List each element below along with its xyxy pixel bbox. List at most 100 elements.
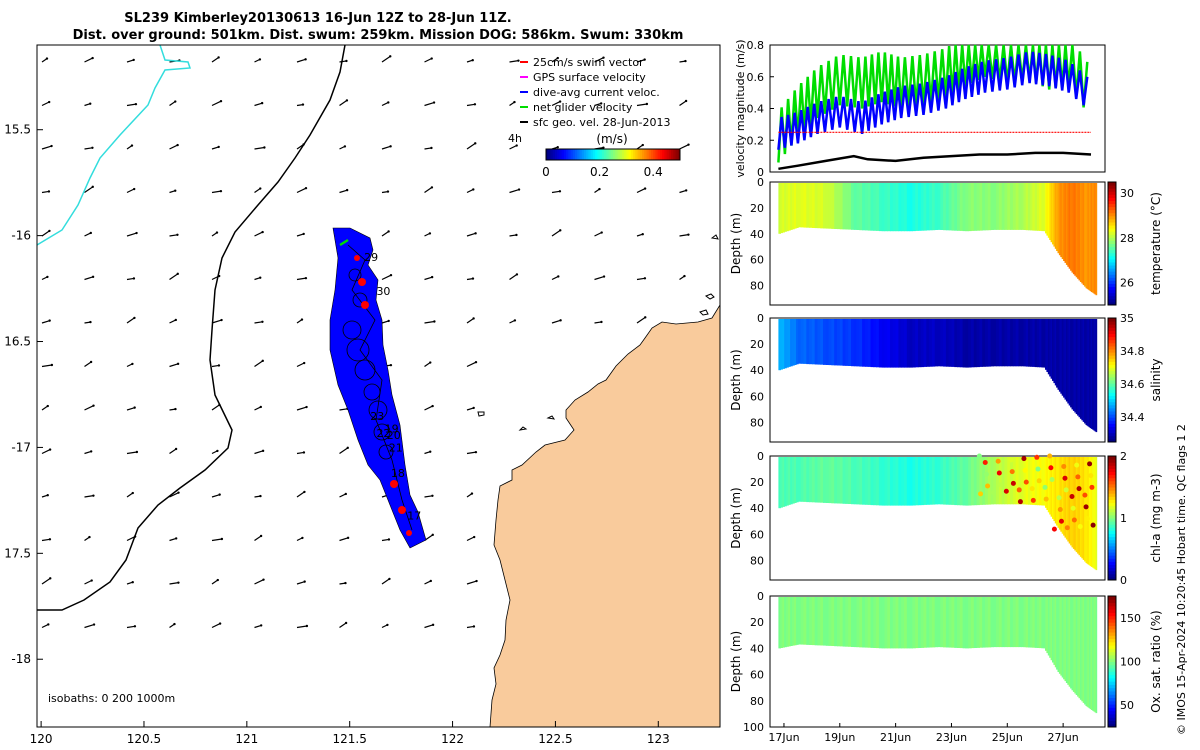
heatmap-cell bbox=[940, 597, 944, 648]
colorbar-cell bbox=[557, 149, 560, 160]
velocity-arrow-head bbox=[216, 449, 219, 453]
heatmap-cell bbox=[1036, 319, 1040, 368]
heatmap-colorbar-cell bbox=[1108, 249, 1116, 254]
velocity-arrow-head bbox=[556, 146, 559, 149]
velocity-arrow bbox=[84, 495, 94, 498]
heatmap-colorbar-cell bbox=[1108, 632, 1116, 636]
velocity-arrow-head bbox=[217, 145, 220, 149]
heatmap-cell bbox=[831, 457, 835, 504]
heatmap-cell bbox=[937, 597, 941, 648]
temperature-panel: 0 20 40 60 80 Depth (m) 26 28 30 temperature (°C) bbox=[729, 176, 1163, 306]
velocity-arrow-head bbox=[261, 449, 265, 453]
heatmap-cell bbox=[1012, 319, 1017, 367]
heatmap-cell bbox=[1060, 457, 1063, 532]
velocity-arrow bbox=[296, 491, 305, 498]
heatmap-cell bbox=[1054, 183, 1057, 249]
heatmap-cell bbox=[817, 457, 821, 503]
heatmap-cell bbox=[1015, 183, 1020, 230]
colorbar-cell bbox=[639, 149, 643, 160]
velocity-arrow-head bbox=[48, 448, 52, 451]
heatmap-cell bbox=[1010, 319, 1014, 367]
velocity-arrow-head bbox=[177, 491, 180, 494]
heatmap-cell bbox=[867, 597, 872, 648]
heatmap-cell bbox=[792, 457, 795, 504]
heatmap-cell bbox=[1036, 597, 1040, 648]
velocity-arrow-head bbox=[346, 446, 349, 450]
velocity-arrow-head bbox=[388, 577, 391, 581]
heatmap-cell bbox=[1089, 597, 1092, 710]
velocity-arrow bbox=[41, 364, 52, 368]
heatmap-cell bbox=[794, 319, 797, 365]
velocity-arrow-head bbox=[387, 319, 390, 323]
heatmap-cell bbox=[1079, 457, 1082, 557]
velocity-arrow-head bbox=[474, 450, 478, 454]
heatmap-cell bbox=[957, 183, 961, 231]
velocity-arrow-head bbox=[46, 275, 49, 279]
velocity-arrow-head bbox=[259, 276, 262, 279]
velocity-arrow-head bbox=[218, 622, 222, 625]
heatmap-colorbar-cell bbox=[1108, 367, 1116, 372]
heatmap-cell bbox=[876, 457, 880, 506]
heatmap-colorbar-cell bbox=[1108, 612, 1116, 617]
heatmap-cell bbox=[794, 183, 797, 229]
velocity-arrow bbox=[211, 100, 222, 107]
velocity-arrow-head bbox=[300, 318, 304, 321]
heatmap-colorbar-cell bbox=[1108, 206, 1116, 211]
velocity-arrow-head bbox=[259, 534, 263, 538]
heatmap-cell bbox=[1063, 319, 1066, 398]
heatmap-colorbar-cell bbox=[1108, 404, 1116, 409]
heatmap-cell bbox=[823, 457, 827, 503]
colorbar-tick-label: 34.4 bbox=[1120, 411, 1145, 424]
velocity-arrow-head bbox=[558, 100, 562, 103]
chl-sample-dot bbox=[1034, 454, 1040, 460]
heatmap-cell bbox=[780, 183, 783, 234]
velocity-arrow-head bbox=[389, 273, 393, 277]
chl-sample-dot bbox=[1063, 487, 1069, 493]
chl-sample-dot bbox=[1008, 457, 1014, 463]
colorbar-label: Ox. sat. ratio (%) bbox=[1149, 610, 1163, 712]
heatmap-cell bbox=[895, 319, 899, 368]
heatmap-cell bbox=[929, 597, 933, 648]
heatmap-cell bbox=[1088, 597, 1091, 709]
velocity-arrow-head bbox=[557, 275, 560, 278]
velocity-arrow bbox=[84, 405, 94, 411]
velocity-arrow-head bbox=[174, 318, 178, 322]
colorbar-cell bbox=[606, 149, 610, 160]
legend-label: sfc geo. vel. 28-Jun-2013 bbox=[533, 116, 670, 129]
chl-sample-dot bbox=[1076, 486, 1082, 492]
heatmap-cell bbox=[1068, 183, 1071, 269]
velocity-arrow-head bbox=[471, 59, 474, 62]
heatmap-cell bbox=[890, 183, 894, 232]
heatmap-cell bbox=[943, 457, 947, 505]
velocity-arrow bbox=[381, 578, 390, 585]
heatmap-cell bbox=[786, 319, 789, 368]
heatmap-cell bbox=[968, 597, 972, 649]
heatmap-cell bbox=[993, 319, 997, 367]
velocity-arrow-head bbox=[134, 102, 138, 106]
heatmap-cell bbox=[990, 183, 994, 230]
heatmap-colorbar-cell bbox=[1108, 355, 1116, 359]
day-label: 20 bbox=[387, 429, 401, 442]
velocity-arrow bbox=[211, 319, 222, 324]
heatmap-cell bbox=[898, 597, 902, 649]
velocity-arrow-head bbox=[258, 58, 262, 61]
velocity-arrow bbox=[339, 622, 347, 628]
heatmap-colorbar-cell bbox=[1108, 483, 1116, 488]
heatmap-cell bbox=[845, 183, 849, 230]
velocity-arrow-head bbox=[513, 100, 516, 104]
heatmap-colorbar-cell bbox=[1108, 258, 1116, 263]
velocity-arrow-head bbox=[47, 623, 50, 626]
heatmap-colorbar-cell bbox=[1108, 687, 1116, 692]
heatmap-cell bbox=[1049, 183, 1052, 240]
heatmap-colorbar-cell bbox=[1108, 225, 1116, 229]
heatmap-cell bbox=[1063, 457, 1066, 536]
velocity-arrow bbox=[424, 276, 433, 281]
heatmap-colorbar-cell bbox=[1108, 197, 1116, 201]
heatmap-cell bbox=[811, 457, 816, 503]
velocity-arrow bbox=[296, 406, 307, 411]
heatmap-cell bbox=[1086, 183, 1089, 289]
heatmap-cell bbox=[954, 319, 958, 368]
heatmap-cell bbox=[814, 319, 819, 365]
velocity-arrow-head bbox=[302, 451, 306, 454]
